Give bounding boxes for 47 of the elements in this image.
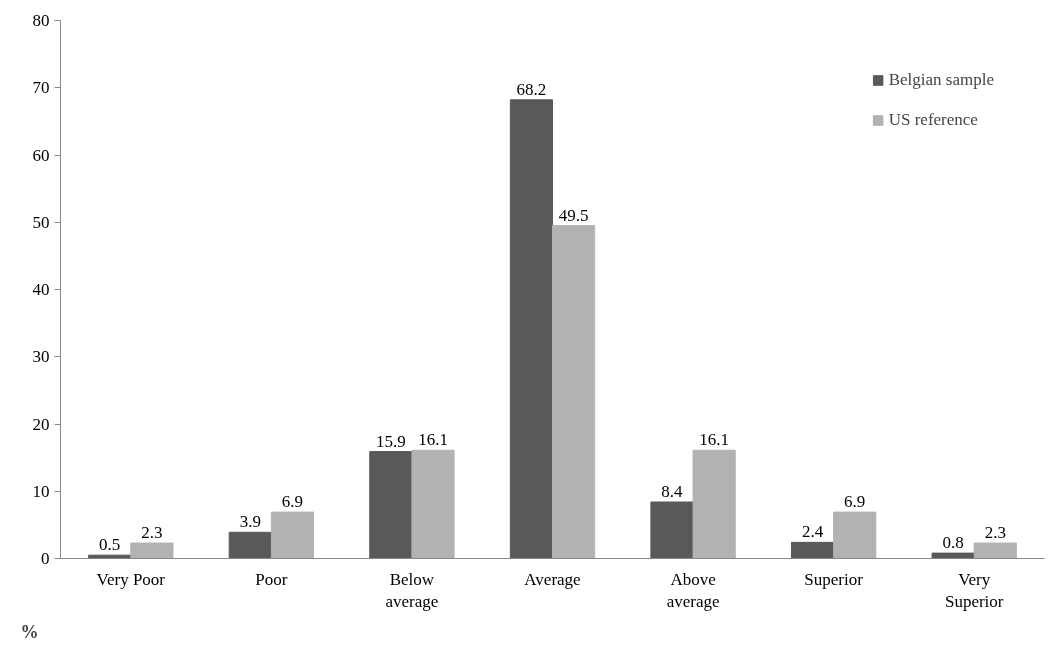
data-label: 68.2 — [516, 79, 547, 99]
bar — [88, 554, 132, 559]
y-axis-title: % — [20, 621, 39, 642]
data-label: 8.4 — [661, 482, 684, 502]
data-label: 3.9 — [239, 512, 261, 532]
bar — [650, 501, 694, 559]
data-label: 2.3 — [141, 523, 163, 543]
y-tick-label: 80 — [32, 11, 50, 30]
y-tick-label: 20 — [32, 414, 50, 434]
y-tick-label: 50 — [32, 212, 50, 232]
x-tick-label: Below average — [385, 569, 439, 612]
bar — [973, 542, 1017, 559]
y-tick-label: 70 — [32, 78, 50, 98]
x-tick-label: Average — [524, 569, 581, 589]
y-tick-label: 40 — [32, 280, 50, 299]
bar — [931, 552, 975, 559]
bar — [790, 541, 835, 559]
bar — [692, 449, 736, 559]
bar — [270, 511, 315, 559]
legend-label: US reference — [888, 110, 978, 130]
y-tick-label: 0 — [41, 549, 50, 568]
data-label: 2.3 — [984, 523, 1006, 543]
data-label: 16.1 — [699, 430, 730, 450]
data-label: 6.9 — [844, 492, 866, 512]
legend-label: Belgian sample — [888, 70, 994, 90]
bar — [509, 99, 553, 559]
data-label: 6.9 — [281, 492, 304, 512]
bar — [130, 542, 174, 559]
data-label: 49.5 — [558, 205, 589, 225]
x-tick-label: Poor — [255, 569, 288, 589]
x-tick-label: Above average — [666, 569, 720, 612]
data-label: 0.8 — [942, 533, 964, 553]
x-tick-label: Very Poor — [96, 569, 166, 589]
bar — [833, 511, 877, 559]
x-tick-label: Very Superior — [944, 569, 1004, 612]
data-label: 16.1 — [418, 430, 448, 450]
y-tick-label: 30 — [32, 347, 50, 367]
bar — [228, 531, 272, 559]
bar — [552, 225, 596, 559]
data-label: 15.9 — [375, 431, 406, 451]
y-tick-label: 10 — [32, 481, 50, 501]
x-tick-label: Superior — [804, 569, 864, 589]
bar — [411, 449, 455, 559]
data-label: 0.5 — [99, 535, 121, 555]
data-label: 2.4 — [801, 522, 824, 542]
y-tick-label: 60 — [32, 145, 50, 165]
bar — [369, 451, 413, 559]
